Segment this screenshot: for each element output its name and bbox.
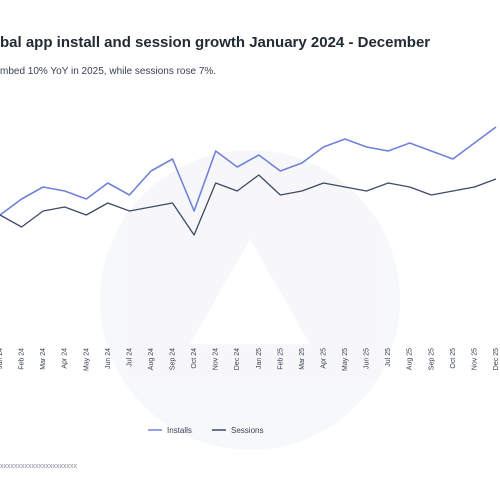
- x-tick-label: Apr 24: [62, 348, 69, 369]
- chart-title: bal app install and session growth Janua…: [0, 34, 431, 51]
- watermark: [100, 150, 400, 450]
- series-sessions: [0, 174, 497, 236]
- x-tick-label: Nov 24: [213, 348, 220, 370]
- x-tick-label: Jan 24: [0, 348, 4, 369]
- x-tick-label: Nov 25: [471, 348, 478, 370]
- x-tick-label: May 25: [342, 348, 349, 371]
- x-tick-label: Feb 25: [277, 348, 284, 370]
- x-tick-label: Sep 24: [170, 348, 177, 370]
- x-tick-label: Jun 25: [364, 348, 371, 369]
- x-tick-label: Mar 25: [299, 348, 306, 370]
- x-tick-label: Apr 25: [320, 348, 327, 369]
- x-tick-label: Sep 25: [428, 348, 435, 370]
- x-axis: Jan 24 Feb 24 Mar 24 Apr 24 May 24 Jun 24 Jul …: [0, 348, 500, 371]
- x-tick-label: Aug 24: [148, 348, 155, 370]
- x-tick-label: May 24: [83, 348, 90, 371]
- x-tick-label: Feb 24: [19, 348, 26, 370]
- series-line-installs: [0, 126, 497, 216]
- series-installs: [0, 126, 497, 216]
- x-tick-label: Dec 25: [493, 348, 500, 370]
- legend: Installs Sessions: [148, 426, 263, 435]
- legend-label-sessions: Sessions: [231, 426, 263, 435]
- legend-label-installs: Installs: [167, 426, 192, 435]
- chart-subtitle: mbed 10% YoY in 2025, while sessions ros…: [0, 66, 217, 77]
- x-tick-label: Oct 24: [191, 348, 198, 369]
- x-tick-label: Mar 24: [40, 348, 47, 370]
- x-tick-label: Jun 24: [105, 348, 112, 369]
- x-tick-label: Aug 25: [407, 348, 414, 370]
- x-tick-label: Jan 25: [256, 348, 263, 369]
- x-tick-label: Jul 25: [385, 348, 392, 367]
- source-note: xxxxxxxxxxxxxxxxxxxxxx: [0, 463, 77, 470]
- x-tick-label: Jul 24: [126, 348, 133, 367]
- x-tick-label: Oct 25: [450, 348, 457, 369]
- x-tick-label: Dec 24: [234, 348, 241, 370]
- series-line-sessions: [0, 174, 497, 236]
- brand-logo-icon: [190, 239, 310, 345]
